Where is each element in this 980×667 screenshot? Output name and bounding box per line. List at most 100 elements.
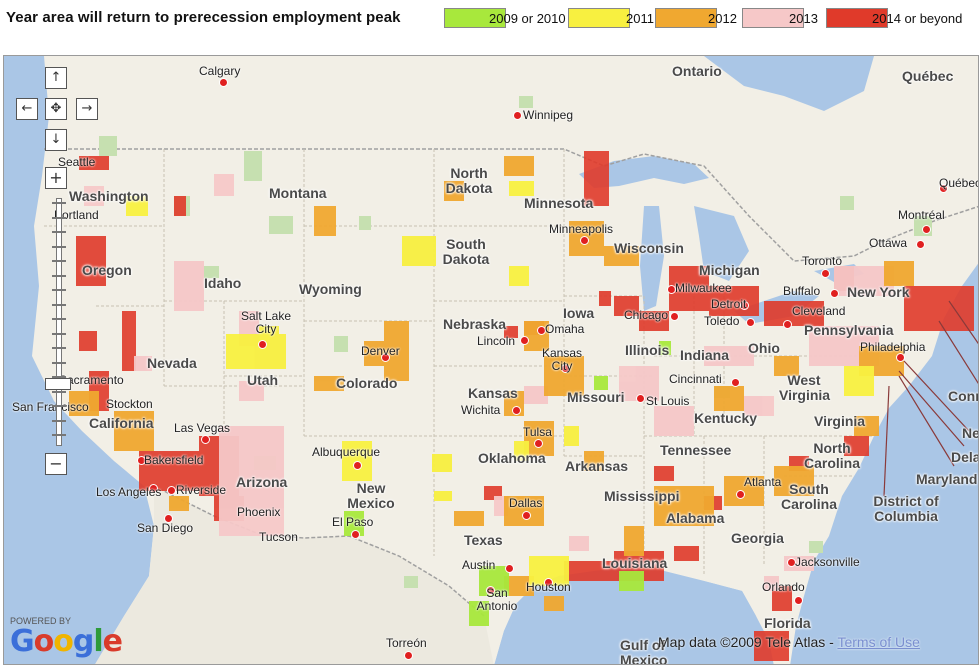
- city-salt-lake-city: Salt Lake City: [240, 309, 292, 336]
- city-cleveland: Cleveland: [792, 304, 846, 318]
- label-mississippi: Mississippi: [604, 488, 680, 504]
- marker-winnipeg: [513, 111, 522, 120]
- marker-bakersfield: [137, 456, 146, 465]
- city-chicago: Chicago: [624, 308, 669, 322]
- city-st-louis: St Louis: [646, 394, 690, 408]
- google-logo[interactable]: Google: [10, 624, 123, 659]
- label-south-carolina: South Carolina: [780, 481, 837, 512]
- legend-label-2013: 2013: [789, 11, 818, 26]
- label-california: California: [89, 415, 154, 431]
- city-sacramento: Sacramento: [59, 373, 124, 387]
- zoom-slider-rail: [56, 198, 62, 446]
- pan-right-button[interactable]: →: [76, 98, 98, 120]
- city-jacksonville: Jacksonville: [795, 555, 860, 569]
- city-orlando: Orlando: [762, 580, 805, 594]
- zoom-level-tick[interactable]: [52, 245, 66, 248]
- zoom-in-button[interactable]: +: [45, 167, 67, 189]
- label-illinois: Illinois: [625, 342, 670, 358]
- map-viewport[interactable]: Washington Oregon Idaho Montana Wyoming …: [3, 55, 979, 665]
- zoom-out-button[interactable]: −: [45, 453, 67, 475]
- zoom-level-tick[interactable]: [52, 390, 66, 393]
- marker-las-vegas: [201, 435, 210, 444]
- city-dallas: Dallas: [509, 496, 543, 510]
- attribution-text: Map data ©2009 Tele Atlas -: [658, 634, 838, 650]
- zoom-level-tick[interactable]: [52, 303, 66, 306]
- marker-quebec-city: [939, 184, 948, 193]
- pan-down-button[interactable]: ↓: [45, 129, 67, 151]
- zoom-level-tick[interactable]: [52, 332, 66, 335]
- zoom-level-tick[interactable]: [52, 405, 66, 407]
- mexico-land: [95, 486, 494, 664]
- marker-cincinnati: [731, 378, 740, 387]
- label-montana: Montana: [269, 185, 327, 201]
- hudson-bay-area: [704, 56, 874, 111]
- marker-kansas-city: [561, 364, 570, 373]
- pan-center-button[interactable]: ✥: [45, 98, 67, 120]
- city-quebec: Québec: [939, 176, 979, 190]
- label-oregon: Oregon: [82, 262, 132, 278]
- callout-lines: [883, 300, 978, 497]
- city-calgary: Calgary: [199, 64, 241, 78]
- marker-lincoln: [520, 336, 529, 345]
- city-los-angeles: Los Angeles: [96, 485, 162, 499]
- pan-left-button[interactable]: ←: [16, 98, 38, 120]
- city-el-paso: El Paso: [332, 515, 374, 529]
- terms-of-use-link[interactable]: Terms of Use: [837, 634, 920, 650]
- marker-torreon: [404, 651, 413, 660]
- city-san-diego: San Diego: [137, 521, 194, 535]
- zoom-level-tick[interactable]: [52, 216, 66, 219]
- label-louisiana: Louisiana: [602, 555, 668, 571]
- label-district-of-columbia: District of Columbia: [873, 493, 939, 524]
- label-florida: Florida: [764, 615, 811, 631]
- marker-buffalo: [830, 289, 839, 298]
- label-new-york: New York: [847, 284, 910, 300]
- marker-minneapolis: [580, 236, 589, 245]
- marker-albuquerque: [353, 461, 362, 470]
- label-missouri: Missouri: [567, 389, 625, 405]
- zoom-level-tick[interactable]: [52, 260, 66, 262]
- zoom-level-tick[interactable]: [52, 361, 66, 364]
- city-buffalo: Buffalo: [783, 284, 821, 298]
- marker-chicago: [670, 312, 679, 321]
- label-new-jersey: New Jersey: [962, 425, 978, 441]
- zoom-level-tick[interactable]: [52, 376, 66, 378]
- label-texas: Texas: [464, 532, 503, 548]
- map-base-layer: [4, 56, 978, 664]
- label-michigan: Michigan: [699, 262, 760, 278]
- label-wyoming: Wyoming: [299, 281, 362, 297]
- city-lincoln: Lincoln: [477, 334, 516, 348]
- zoom-level-tick[interactable]: [52, 318, 66, 320]
- marker-toronto: [821, 269, 830, 278]
- label-kansas: Kansas: [468, 385, 518, 401]
- zoom-level-tick[interactable]: [52, 202, 66, 204]
- zoom-slider-thumb[interactable]: [45, 378, 71, 390]
- legend-title: Year area will return to prerecession em…: [6, 9, 401, 26]
- zoom-level-tick[interactable]: [52, 434, 66, 436]
- marker-detroit: [740, 301, 749, 310]
- marker-san-diego: [164, 514, 173, 523]
- marker-los-angeles: [149, 484, 158, 493]
- city-albuquerque: Albuquerque: [312, 445, 381, 459]
- city-winnipeg: Winnipeg: [523, 108, 574, 122]
- legend-swatch-2014-beyond: [826, 8, 888, 28]
- pan-up-button[interactable]: ↑: [45, 67, 67, 89]
- zoom-slider[interactable]: [52, 198, 66, 446]
- marker-atlanta: [736, 490, 745, 499]
- legend: Year area will return to prerecession em…: [0, 0, 980, 42]
- zoom-level-tick[interactable]: [52, 231, 66, 233]
- city-seattle: Seattle: [58, 155, 96, 169]
- label-quebec-province: Québec: [902, 68, 954, 84]
- marker-wichita: [512, 406, 521, 415]
- zoom-level-tick[interactable]: [52, 347, 66, 349]
- zoom-level-tick[interactable]: [52, 419, 66, 422]
- city-cincinnati: Cincinnati: [669, 372, 722, 386]
- city-houston: Houston: [526, 580, 571, 594]
- label-colorado: Colorado: [336, 375, 398, 391]
- city-minneapolis: Minneapolis: [549, 222, 614, 236]
- marker-riverside: [167, 486, 176, 495]
- marker-houston: [544, 578, 553, 587]
- gulf-of-mexico: [494, 568, 764, 664]
- legend-label-2011: 2011: [626, 11, 654, 26]
- zoom-level-tick[interactable]: [52, 289, 66, 291]
- zoom-level-tick[interactable]: [52, 274, 66, 277]
